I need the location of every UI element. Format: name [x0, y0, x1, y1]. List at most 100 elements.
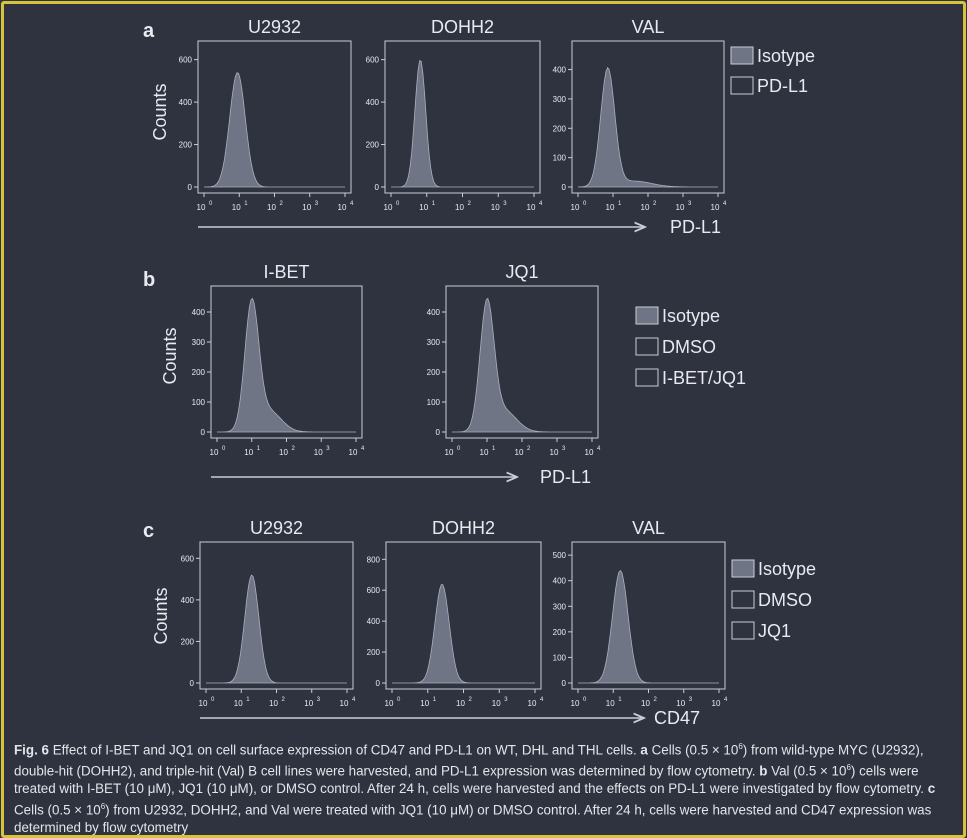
- panel-c-dohh2-ytick-label: 200: [367, 648, 381, 657]
- panel-c-val-plot-frame: [571, 541, 726, 690]
- panel-b-ibet-plot-frame: [210, 285, 363, 439]
- panel-a-dohh2-ytick-label: 0: [375, 183, 380, 192]
- panel-c-legend-swatch: [731, 621, 755, 640]
- panel-a-u2932-ytick-label: 0: [188, 183, 193, 192]
- panel-c-dohh2-ytick-label: 400: [367, 617, 381, 626]
- panel-a-dohh2-xtick-label: 10: [527, 203, 536, 212]
- panel-a-val-ytick-label: 200: [553, 124, 567, 133]
- panel-a-val-ytick-label: 100: [553, 154, 567, 163]
- panel-c-legend-entry: JQ1: [758, 621, 791, 641]
- panel-c-dohh2-xtick-exp: 0: [397, 697, 401, 703]
- panel-c-val-xtick-exp: 4: [724, 697, 728, 703]
- panel-b-ibet-xtick-exp: 4: [361, 446, 365, 452]
- caption-sup-3: 6: [100, 801, 106, 811]
- panel-c-legend-swatch: [731, 590, 755, 609]
- panel-c-u2932-ytick-label: 400: [181, 596, 195, 605]
- panel-c-val-ytick-label: 200: [553, 628, 567, 637]
- caption-label-c: c: [927, 781, 936, 797]
- panel-c-letter: c: [143, 520, 154, 542]
- panel-a-u2932-xtick-label: 10: [267, 203, 276, 212]
- panel-b-jq1-ytick-label: 0: [436, 428, 441, 437]
- panel-b-jq1-xtick-label: 10: [445, 448, 454, 457]
- panel-a-dohh2-plot-frame: [384, 40, 541, 194]
- panel-a-dohh2-xtick-label: 10: [384, 203, 393, 212]
- panel-b-jq1-ytick-label: 200: [427, 368, 441, 377]
- panel-b-ibet-xtick-exp: 3: [326, 446, 330, 452]
- panel-c-u2932-xtick-exp: 1: [246, 697, 250, 703]
- panel-b-legend-entry: DMSO: [662, 337, 716, 357]
- panel-c-val-xtick-exp: 3: [689, 697, 693, 703]
- panel-c-val-xtick-label: 10: [712, 699, 721, 708]
- panel-a-val-xtick-exp: 2: [653, 201, 657, 207]
- panel-c-dohh2-plot-frame: [385, 541, 542, 690]
- panel-a-val-xtick-exp: 1: [618, 201, 622, 207]
- caption-sup-2: 6: [846, 763, 851, 773]
- panel-b-jq1-ytick-label: 300: [427, 338, 441, 347]
- panel-a-dohh2-ytick-label: 400: [366, 98, 380, 107]
- panel-a-u2932-ytick-label: 400: [179, 98, 193, 107]
- panel-a-dohh2-isotype-histogram: [391, 60, 534, 188]
- panel-c-dohh2-xtick-label: 10: [456, 699, 465, 708]
- panel-c-val-xtick-exp: 0: [583, 697, 587, 703]
- panel-b-jq1-xtick-label: 10: [480, 448, 489, 457]
- figure-caption: Fig. 6 Effect of I-BET and JQ1 on cell s…: [14, 738, 959, 836]
- panel-a-legend-entry: PD-L1: [757, 76, 808, 96]
- panel-a-val-xtick-exp: 3: [688, 201, 692, 207]
- panel-b-ibet-xtick-label: 10: [279, 448, 288, 457]
- panel-c-u2932-xtick-exp: 3: [317, 697, 321, 703]
- panel-c-val-xtick-label: 10: [676, 699, 685, 708]
- panel-c-u2932-xtick-label: 10: [199, 699, 208, 708]
- panel-b-legend-swatch: [635, 337, 659, 356]
- panel-b-ylabel: Counts: [160, 327, 180, 384]
- panel-a-u2932-xtick-exp: 1: [244, 201, 248, 207]
- caption-label-a: a: [640, 742, 648, 758]
- panel-a-dohh2-xtick-label: 10: [455, 203, 464, 212]
- panel-b-jq1-title: JQ1: [505, 262, 538, 282]
- panel-c-val-xtick-exp: 1: [618, 697, 622, 703]
- panel-c-dohh2-xtick-label: 10: [528, 699, 537, 708]
- panel-a-ylabel: Counts: [150, 83, 170, 140]
- panel-a-val-xtick-label: 10: [641, 203, 650, 212]
- panel-b-ibet-ytick-label: 400: [192, 308, 206, 317]
- panel-c-legend-swatch: [731, 559, 755, 578]
- panel-c-axis-label: CD47: [654, 708, 700, 728]
- caption-text-7: ) from U2932, DOHH2, and Val were treate…: [14, 802, 932, 835]
- caption-text-3: ) from wild-type MYC (U2932), double-hit…: [14, 742, 924, 779]
- caption-text-6: Cells (0.5 × 10: [14, 802, 101, 818]
- panel-a-val-ytick-label: 300: [553, 95, 567, 104]
- panel-b-ibet-ytick-label: 100: [192, 398, 206, 407]
- caption-text-2: Cells (0.5 × 10: [647, 742, 739, 758]
- panel-c-val-ytick-label: 400: [553, 577, 567, 586]
- panel-b-jq1-xtick-exp: 4: [597, 446, 601, 452]
- panel-b-jq1-xtick-exp: 2: [527, 446, 531, 452]
- panel-b-jq1-ytick-label: 100: [427, 398, 441, 407]
- caption-text-1: Effect of I-BET and JQ1 on cell surface …: [48, 742, 641, 758]
- panel-a-u2932-xtick-exp: 0: [209, 201, 213, 207]
- panel-a-val-xtick-label: 10: [606, 203, 615, 212]
- panel-c-u2932-ytick-label: 600: [181, 554, 195, 563]
- panel-b-letter: b: [143, 269, 155, 291]
- panel-a-legend-swatch: [730, 46, 754, 65]
- panel-c-val-ytick-label: 500: [553, 551, 567, 560]
- panel-c-u2932-xtick-label: 10: [269, 699, 278, 708]
- panel-b-ibet-ytick-label: 0: [201, 428, 206, 437]
- panel-a-u2932-ytick-label: 200: [179, 141, 193, 150]
- panel-a-dohh2-ytick-label: 600: [366, 56, 380, 65]
- panel-c-u2932-xtick-label: 10: [234, 699, 243, 708]
- panel-c-dohh2-xtick-exp: 4: [540, 697, 544, 703]
- panel-a-val-xtick-label: 10: [711, 203, 720, 212]
- panel-b-ibet-xtick-label: 10: [244, 448, 253, 457]
- panel-c-u2932-ytick-label: 0: [190, 679, 195, 688]
- panel-b-jq1-xtick-label: 10: [515, 448, 524, 457]
- caption-label-b: b: [759, 763, 768, 779]
- panel-a-dohh2-xtick-exp: 4: [539, 201, 543, 207]
- panel-c-legend-entry: Isotype: [758, 559, 816, 579]
- panel-a-val-xtick-exp: 0: [583, 201, 587, 207]
- panel-b-jq1-ytick-label: 400: [427, 308, 441, 317]
